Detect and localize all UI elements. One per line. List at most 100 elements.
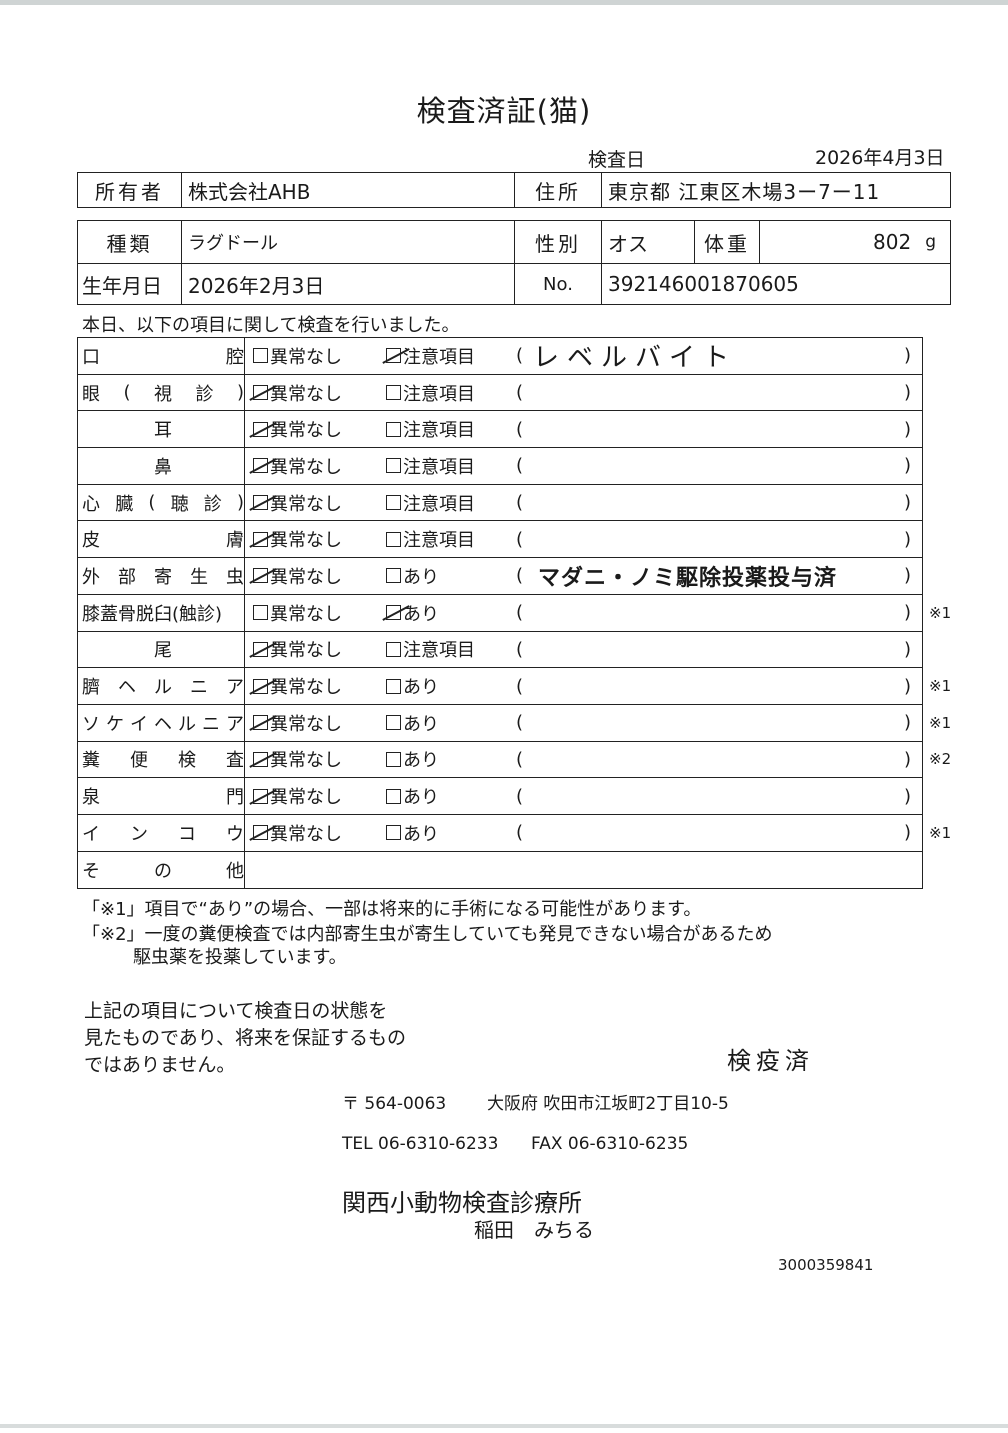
item-label-char: 虫 [226,566,244,588]
option-label: 注意項目 [403,346,475,368]
column-divider [244,814,245,851]
checkbox[interactable] [253,421,268,437]
table-row: 皮膚異常なし 注意項目() [78,521,922,559]
checkbox[interactable] [386,715,401,731]
item-label: インコウ [82,815,244,851]
paren-close: ) [904,712,912,734]
option-label: 異常なし [270,530,342,552]
no-label: No. [514,264,601,304]
option-label: 異常なし [270,823,342,845]
item-label: 糞便検査 [82,742,244,778]
checkbox[interactable] [253,568,268,584]
checkbox[interactable] [386,751,401,767]
checkbox[interactable] [253,605,268,621]
table-row: 泉門異常なし あり() [78,778,922,815]
checkbox[interactable] [386,788,401,804]
option-label: 注意項目 [403,640,475,662]
intro-text: 本日、以下の項目に関して検査を行いました。 [82,315,460,336]
checkbox[interactable] [253,495,268,511]
paren-open: ( [516,602,524,624]
item-label-char: ウ [226,823,244,845]
paren-open: ( [516,345,524,367]
pet-info: 種類 ラグドール 性別 オス 体重 802 g 生年月日 2026年2月3日 N… [77,220,951,305]
table-row: 口腔異常なし 注意項目(レベルバイト) [78,338,922,375]
scan-edge-top [0,0,1008,5]
item-label-char: ) [236,382,244,404]
checkbox[interactable] [386,605,401,621]
item-label-char: 腔 [226,346,244,368]
checkbox[interactable] [386,348,401,364]
table-row: 眼 (視 診) 異常なし 注意項目 () [78,374,922,412]
item-label-char: 心 [82,493,100,515]
option-label: 異常なし [270,566,342,588]
checkbox[interactable] [386,531,401,547]
checkbox[interactable] [386,495,401,511]
item-label-char: 他 [226,860,244,882]
footnote-mark: ※1 [929,677,952,696]
checkbox[interactable] [253,788,268,804]
item-label-char: ル [154,677,172,699]
item-label-char: 便 [130,750,148,772]
checkbox[interactable] [253,348,268,364]
checkbox[interactable] [386,825,401,841]
address-value: 東京都 江東区木場3ー7ー11 [601,173,950,207]
paren-close: ) [904,455,912,477]
column-divider [244,704,245,741]
column-divider [244,594,245,631]
paren-close: ) [904,748,912,770]
checkbox[interactable] [253,385,268,401]
checkbox[interactable] [386,678,401,694]
paren-open: ( [516,418,524,440]
checkbox[interactable] [253,458,268,474]
checkbox[interactable] [386,458,401,474]
checkbox[interactable] [253,531,268,547]
option-normal: 異常なし [253,558,342,594]
quarantine-stamp: 検疫済 [727,1047,814,1075]
disclaimer-line: ではありません。 [84,1054,236,1076]
clinic-postal: 〒 564-0063 [342,1094,447,1114]
checkbox[interactable] [253,641,268,657]
option-label: 異常なし [270,677,342,699]
item-label: 外部寄生虫 [82,558,244,594]
paren-close: ) [904,675,912,697]
checkbox[interactable] [386,385,401,401]
table-row: 鼻 異常なし 注意項目 () [78,448,922,485]
table-row: 糞 便 検 査 異常なし あり () ※2 [78,741,951,779]
checkbox[interactable] [386,421,401,437]
item-label-char: 臓 [115,493,134,515]
option-label: 異常なし [270,713,342,735]
checkbox[interactable] [253,751,268,767]
checkbox[interactable] [253,678,268,694]
option-abnormal: 注意項目 [386,632,475,668]
item-label-char: ニ [202,713,220,735]
exam-table: 口腔異常なし 注意項目(レベルバイト) 眼(視診) 異常なし 注意項目() 耳異常なし 注意… [77,337,951,890]
item-label-char: ン [130,823,148,845]
option-label: あり [403,566,439,588]
option-abnormal: 注意項目 [386,521,475,557]
item-label-char: そ [82,860,100,882]
column-divider [244,631,245,668]
option-abnormal: あり [386,558,439,594]
option-label: あり [403,677,439,699]
column-divider [244,741,245,778]
paren-close: ) [904,638,912,660]
item-label-char: ( [148,492,156,514]
option-label: 異常なし [270,787,342,809]
table-row: 臍ヘルニア 異常なし あり () ※1 [78,668,951,705]
item-label-char: 検 [178,750,196,772]
option-label: 異常なし [270,493,342,515]
footnote-1: 「※1」項目で“あり”の場合、一部は将来的に手術になる可能性があります。 [82,899,702,920]
item-label-char: ) [236,492,244,514]
option-abnormal: あり [386,815,439,851]
checkbox[interactable] [253,715,268,731]
checkbox[interactable] [386,568,401,584]
option-normal: 異常なし [253,632,342,668]
item-label-char: 診 [195,383,214,405]
option-label: あり [403,823,439,845]
footnote-2-cont: 駆虫薬を投薬しています。 [133,947,347,968]
checkbox[interactable] [253,825,268,841]
checkbox[interactable] [386,641,401,657]
item-label-char: 外 [82,566,100,588]
item-label: 膝蓋骨脱臼(触診) [82,595,244,631]
weight-value: 802 g [759,221,950,263]
